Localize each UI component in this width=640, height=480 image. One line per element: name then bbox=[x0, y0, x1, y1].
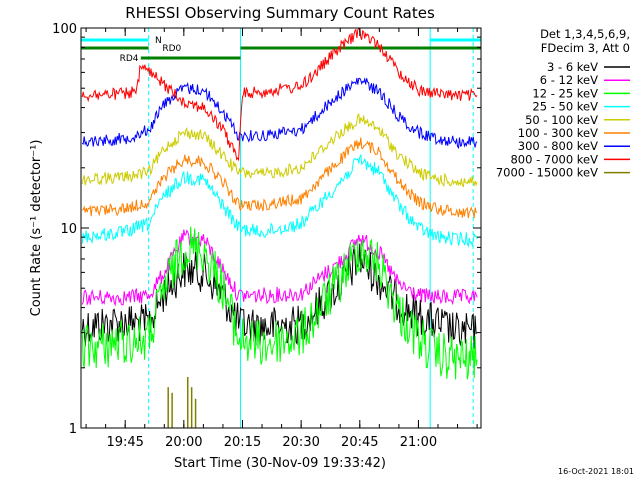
x-tick-label-1: 20:00 bbox=[165, 435, 202, 450]
series-line-5 bbox=[81, 137, 478, 219]
series-line-7 bbox=[81, 27, 478, 162]
x-tick-label-0: 19:45 bbox=[106, 435, 143, 450]
legend-label-2: 12 - 25 keV bbox=[532, 86, 598, 100]
series-line-2 bbox=[81, 226, 478, 380]
x-tick-label-4: 20:45 bbox=[341, 435, 378, 450]
series-line-6 bbox=[81, 77, 478, 150]
legend-label-0: 3 - 6 keV bbox=[547, 60, 598, 74]
legend-header-0: Det 1,3,4,5,6,9, bbox=[540, 27, 630, 41]
flag-label-rd4: RD4 bbox=[120, 54, 139, 64]
y-tick-label-2: 100 bbox=[52, 22, 77, 37]
x-tick-label-5: 21:00 bbox=[400, 435, 437, 450]
legend-label-7: 800 - 7000 keV bbox=[510, 152, 598, 166]
series-line-1 bbox=[81, 229, 478, 307]
y-axis-label: Count Rate (s⁻¹ detector⁻¹) bbox=[29, 140, 44, 317]
timestamp: 16-Oct-2021 18:01 bbox=[558, 467, 634, 476]
series-line-3 bbox=[81, 153, 478, 248]
legend-label-4: 50 - 100 keV bbox=[525, 113, 598, 127]
axis-ticks: 19:45 20:00 20:15 20:30 20:45 21:00 1 10 100 bbox=[52, 22, 481, 450]
legend-label-1: 6 - 12 keV bbox=[540, 73, 598, 87]
legend-header-1: FDecim 3, Att 0 bbox=[541, 41, 630, 55]
legend-label-8: 7000 - 15000 keV bbox=[496, 166, 598, 180]
y-tick-label-0: 1 bbox=[69, 422, 77, 437]
legend-label-5: 100 - 300 keV bbox=[518, 126, 598, 140]
legend-label-3: 25 - 50 keV bbox=[532, 100, 598, 114]
x-tick-label-2: 20:15 bbox=[224, 435, 261, 450]
chart-title: RHESSI Observing Summary Count Rates bbox=[125, 4, 435, 22]
legend: Det 1,3,4,5,6,9,FDecim 3, Att 0 3 - 6 keV… bbox=[496, 27, 630, 180]
x-axis-label: Start Time (30-Nov-09 19:33:42) bbox=[174, 456, 386, 471]
flag-label-rd0: RD0 bbox=[162, 44, 181, 54]
series-line-4 bbox=[81, 113, 478, 188]
flag-label-n: N bbox=[155, 36, 162, 46]
y-tick-label-1: 10 bbox=[60, 222, 77, 237]
x-tick-label-3: 20:30 bbox=[282, 435, 319, 450]
legend-label-6: 300 - 800 keV bbox=[518, 139, 598, 153]
